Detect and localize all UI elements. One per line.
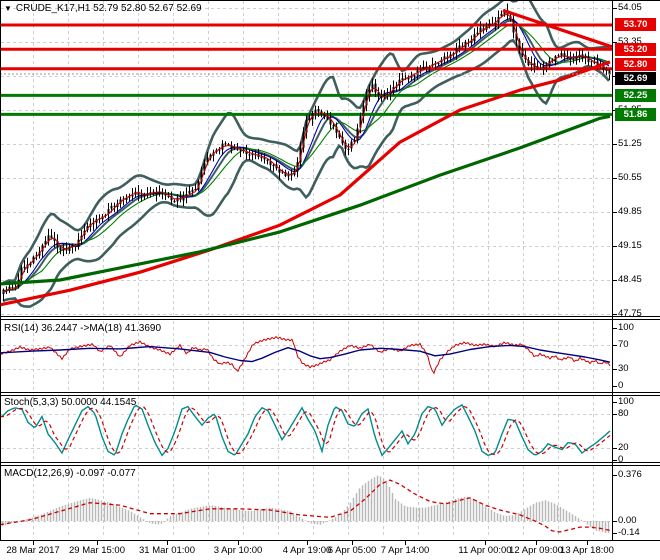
pane-splitter[interactable] (0, 461, 660, 466)
pane-splitter[interactable] (0, 315, 660, 320)
pane-splitter[interactable] (0, 391, 660, 396)
